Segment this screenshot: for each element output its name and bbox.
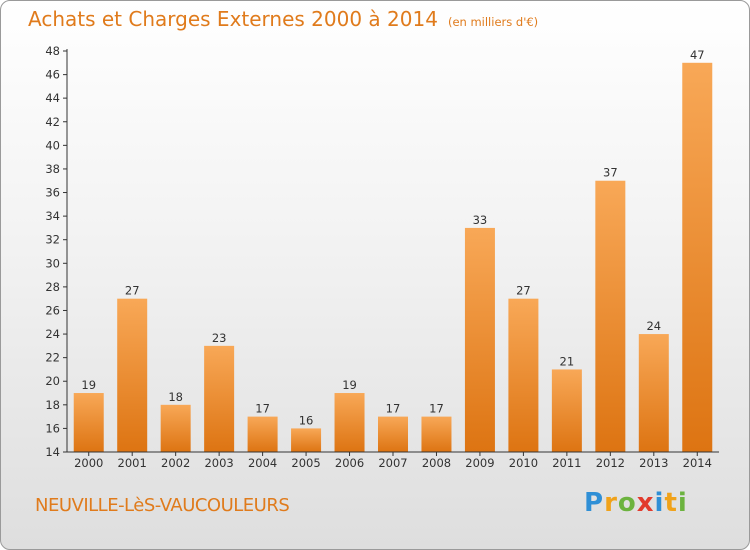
logo-letter: x bbox=[636, 488, 655, 518]
y-tick-label: 18 bbox=[45, 398, 60, 412]
bar bbox=[421, 416, 452, 452]
data-label: 17 bbox=[429, 402, 444, 416]
bar bbox=[638, 334, 669, 452]
x-tick-label: 2009 bbox=[465, 456, 494, 470]
bar bbox=[73, 393, 104, 452]
bar bbox=[247, 416, 278, 452]
y-tick-label: 14 bbox=[45, 445, 60, 459]
x-tick-label: 2010 bbox=[509, 456, 538, 470]
x-tick-label: 2011 bbox=[552, 456, 581, 470]
bar bbox=[682, 62, 713, 452]
proxiti-logo[interactable]: Proxiti bbox=[584, 488, 688, 518]
x-tick-label: 2012 bbox=[596, 456, 625, 470]
data-label: 17 bbox=[386, 402, 401, 416]
x-tick-label: 2007 bbox=[378, 456, 407, 470]
x-axis: 2000 2001 2002 2003 2004 2005 2006 2007 2008 2009… bbox=[67, 451, 719, 470]
logo-letter: o bbox=[617, 488, 637, 518]
y-tick-label: 42 bbox=[45, 115, 60, 129]
chart-title-main: Achats et Charges Externes 2000 à 2014 bbox=[28, 7, 438, 31]
x-tick-label: 2004 bbox=[248, 456, 277, 470]
y-axis: 14 16 18 20 22 24 26 28 30 32 34 36 38 40 42 44 46 48 bbox=[45, 44, 68, 459]
y-tick-label: 16 bbox=[45, 421, 60, 435]
x-tick-label: 2003 bbox=[204, 456, 233, 470]
bar bbox=[595, 180, 626, 452]
y-tick-label: 20 bbox=[45, 374, 60, 388]
y-tick-label: 30 bbox=[45, 256, 60, 270]
x-tick-label: 2013 bbox=[639, 456, 668, 470]
data-label: 16 bbox=[299, 413, 314, 427]
data-label: 33 bbox=[473, 213, 488, 227]
bar bbox=[508, 298, 539, 452]
y-tick-label: 44 bbox=[45, 91, 60, 105]
x-tick-label: 2000 bbox=[74, 456, 103, 470]
bar bbox=[160, 404, 191, 452]
y-tick-label: 26 bbox=[45, 303, 60, 317]
data-label: 23 bbox=[212, 331, 227, 345]
x-tick-label: 2005 bbox=[291, 456, 320, 470]
chart-title: Achats et Charges Externes 2000 à 2014 (e… bbox=[28, 7, 538, 31]
logo-letter: r bbox=[604, 488, 618, 518]
y-tick-label: 48 bbox=[45, 44, 60, 58]
y-tick-label: 24 bbox=[45, 327, 60, 341]
x-tick-label: 2014 bbox=[683, 456, 712, 470]
x-tick-label: 2001 bbox=[118, 456, 147, 470]
x-tick-label: 2008 bbox=[422, 456, 451, 470]
x-tick-label: 2002 bbox=[161, 456, 190, 470]
data-label: 27 bbox=[125, 284, 140, 298]
data-label: 21 bbox=[560, 354, 575, 368]
y-tick-label: 34 bbox=[45, 209, 60, 223]
y-tick-label: 38 bbox=[45, 162, 60, 176]
bar bbox=[464, 227, 495, 452]
y-tick-label: 40 bbox=[45, 138, 60, 152]
y-tick-label: 46 bbox=[45, 68, 60, 82]
data-label: 37 bbox=[603, 166, 618, 180]
bar bbox=[291, 428, 322, 452]
commune-name: NEUVILLE-LèS-VAUCOULEURS bbox=[35, 495, 290, 516]
data-label: 47 bbox=[690, 48, 705, 62]
bar bbox=[378, 416, 408, 452]
y-tick-label: 28 bbox=[45, 280, 60, 294]
bar bbox=[117, 298, 148, 452]
data-label: 27 bbox=[516, 284, 531, 298]
bars: 19 27 18 23 17 16 19 17 17 33 27 21 37 24 47 bbox=[73, 48, 713, 452]
bar bbox=[334, 393, 365, 452]
y-tick-label: 36 bbox=[45, 186, 60, 200]
data-label: 18 bbox=[168, 390, 183, 404]
logo-letter: i bbox=[654, 488, 665, 518]
logo-letter: t bbox=[664, 488, 678, 518]
chart-title-unit: (en milliers d'€) bbox=[447, 15, 539, 29]
data-label: 17 bbox=[255, 402, 270, 416]
logo-letter: i bbox=[677, 488, 688, 518]
data-label: 19 bbox=[342, 378, 357, 392]
y-tick-label: 32 bbox=[45, 233, 60, 247]
data-label: 24 bbox=[646, 319, 661, 333]
logo-letter: P bbox=[584, 488, 605, 518]
bar bbox=[204, 345, 235, 452]
bar bbox=[551, 369, 582, 452]
x-tick-label: 2006 bbox=[335, 456, 364, 470]
y-tick-label: 22 bbox=[45, 351, 60, 365]
data-label: 19 bbox=[81, 378, 96, 392]
